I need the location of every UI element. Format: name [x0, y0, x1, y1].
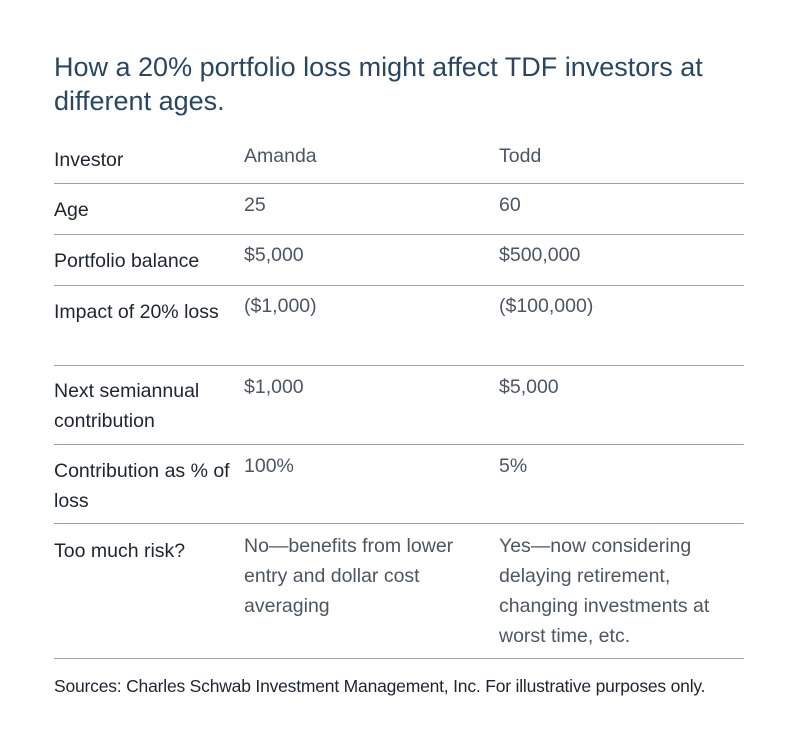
todd-cell: Todd	[499, 145, 542, 167]
table-row: Too much risk? No—benefits from lower en…	[54, 524, 744, 659]
todd-cell: 5%	[499, 455, 528, 477]
todd-cell: $500,000	[499, 244, 581, 266]
row-label: Next semiannual contribution	[54, 380, 200, 432]
amanda-cell: Amanda	[244, 145, 317, 167]
row-label: Impact of 20% loss	[54, 301, 219, 323]
comparison-table: Investor Amanda Todd Age 25 60 Portfolio…	[54, 136, 744, 659]
todd-cell: Yes—now considering delaying retirement,…	[499, 535, 710, 647]
todd-cell: $5,000	[499, 376, 559, 398]
row-label: Investor	[54, 149, 124, 171]
amanda-cell: 100%	[244, 455, 294, 477]
table-row: Impact of 20% loss ($1,000) ($100,000)	[54, 286, 744, 366]
row-label: Too much risk?	[54, 540, 186, 562]
amanda-cell: No—benefits from lower entry and dollar …	[244, 535, 454, 617]
amanda-cell: 25	[244, 194, 266, 216]
row-label: Age	[54, 199, 89, 221]
amanda-cell: ($1,000)	[244, 295, 317, 317]
todd-cell: ($100,000)	[499, 295, 594, 317]
table-header-row: Investor Amanda Todd	[54, 136, 744, 184]
table-row: Next semiannual contribution $1,000 $5,0…	[54, 366, 744, 445]
amanda-cell: $5,000	[244, 244, 304, 266]
table-row: Portfolio balance $5,000 $500,000	[54, 235, 744, 286]
row-label: Contribution as % of loss	[54, 460, 230, 512]
table-row: Contribution as % of loss 100% 5%	[54, 445, 744, 524]
table-row: Age 25 60	[54, 184, 744, 235]
source-note: Sources: Charles Schwab Investment Manag…	[54, 676, 706, 696]
amanda-cell: $1,000	[244, 376, 304, 398]
todd-cell: 60	[499, 194, 521, 216]
page-title: How a 20% portfolio loss might affect TD…	[54, 52, 703, 116]
row-label: Portfolio balance	[54, 250, 200, 272]
